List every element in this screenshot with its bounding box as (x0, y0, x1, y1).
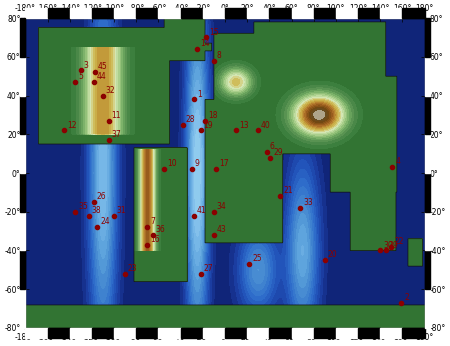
Bar (136, 328, 158, 338)
Bar (180, 328, 203, 338)
Bar (70, 328, 92, 338)
Bar (20, 212, 25, 251)
Text: 2: 2 (404, 293, 409, 302)
Bar (247, 328, 270, 338)
Bar (48, 8, 70, 18)
Bar (270, 328, 292, 338)
Text: 23: 23 (128, 264, 138, 273)
Bar (136, 8, 158, 18)
Text: 6: 6 (270, 142, 275, 151)
Text: 24: 24 (100, 218, 110, 227)
Bar (20, 251, 25, 289)
Bar (425, 173, 430, 212)
Bar (358, 328, 380, 338)
Text: 33: 33 (303, 198, 313, 207)
Text: 43: 43 (217, 225, 226, 234)
Text: 5: 5 (78, 72, 83, 81)
Text: 22: 22 (394, 237, 404, 246)
Bar (180, 8, 203, 18)
Text: 34: 34 (217, 202, 226, 211)
Bar (20, 57, 25, 95)
Text: 30: 30 (383, 241, 393, 250)
Text: 13: 13 (239, 121, 248, 130)
Bar (114, 8, 136, 18)
Bar (336, 8, 358, 18)
Bar (158, 328, 180, 338)
Bar (292, 8, 314, 18)
Text: 11: 11 (111, 111, 121, 120)
Text: 28: 28 (186, 115, 195, 124)
Text: 19: 19 (203, 121, 213, 130)
Text: 12: 12 (67, 121, 76, 130)
Text: 44: 44 (97, 72, 107, 81)
Text: 14: 14 (200, 39, 210, 48)
Bar (380, 8, 402, 18)
Text: 1: 1 (197, 90, 202, 99)
Bar (425, 57, 430, 95)
Bar (380, 328, 402, 338)
Bar (358, 8, 380, 18)
Text: 39: 39 (388, 241, 398, 250)
Bar (402, 8, 425, 18)
Text: 10: 10 (167, 160, 176, 169)
Bar (425, 95, 430, 134)
Bar (292, 328, 314, 338)
Text: 41: 41 (197, 206, 207, 215)
Bar (402, 328, 425, 338)
Text: 37: 37 (111, 130, 121, 139)
Bar (314, 8, 336, 18)
Bar (92, 328, 114, 338)
Bar (425, 212, 430, 251)
Text: 32: 32 (106, 86, 116, 95)
Text: 25: 25 (252, 254, 262, 263)
Text: 4: 4 (395, 157, 400, 166)
Text: 16: 16 (150, 235, 160, 244)
Text: 29: 29 (273, 148, 283, 157)
Text: 40: 40 (261, 121, 271, 130)
Text: 8: 8 (217, 51, 221, 60)
Bar (425, 251, 430, 289)
Text: 18: 18 (208, 111, 217, 120)
Bar (314, 328, 336, 338)
Bar (70, 8, 92, 18)
Bar (425, 289, 430, 328)
Text: 38: 38 (91, 206, 101, 215)
Bar (225, 8, 247, 18)
Bar (20, 289, 25, 328)
Text: 31: 31 (117, 206, 126, 215)
Bar (336, 328, 358, 338)
Text: 26: 26 (97, 192, 107, 201)
Bar (270, 8, 292, 18)
Bar (92, 8, 114, 18)
Text: 7: 7 (150, 218, 155, 227)
Bar (20, 134, 25, 173)
Bar (203, 8, 225, 18)
Text: 20: 20 (328, 251, 337, 260)
Bar (48, 328, 70, 338)
Bar (20, 18, 25, 57)
Bar (225, 328, 247, 338)
Text: 15: 15 (209, 28, 219, 37)
Text: 9: 9 (194, 160, 199, 169)
Text: 3: 3 (84, 61, 89, 70)
Bar (25, 328, 48, 338)
Bar (425, 134, 430, 173)
Text: 17: 17 (219, 160, 229, 169)
Text: 27: 27 (203, 264, 213, 273)
Text: 35: 35 (78, 202, 88, 211)
Text: 21: 21 (283, 186, 292, 195)
Bar (25, 8, 48, 18)
Bar (247, 8, 270, 18)
Bar (114, 328, 136, 338)
Bar (203, 328, 225, 338)
Bar (158, 8, 180, 18)
Bar (425, 18, 430, 57)
Bar (20, 173, 25, 212)
Bar (20, 95, 25, 134)
Text: 36: 36 (156, 225, 166, 234)
Text: 45: 45 (98, 63, 108, 72)
